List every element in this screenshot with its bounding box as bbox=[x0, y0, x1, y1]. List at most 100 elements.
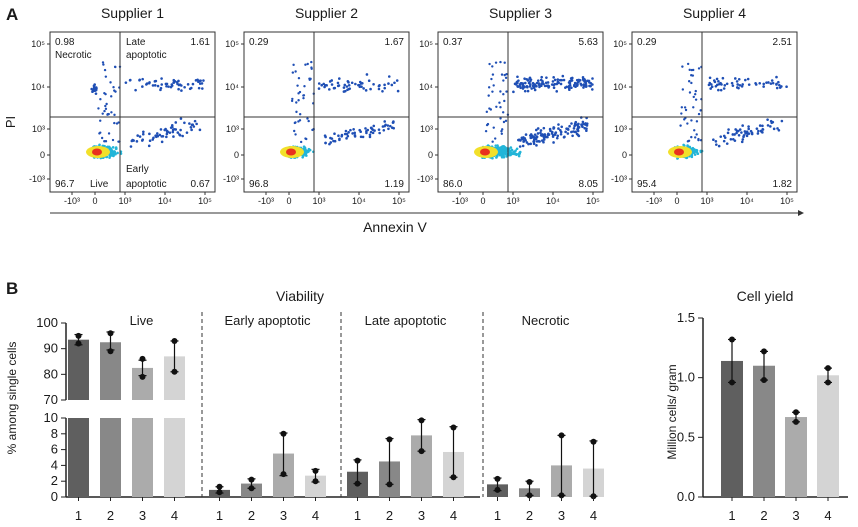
event-dot bbox=[551, 80, 555, 83]
event-dot bbox=[358, 85, 362, 89]
event-dot bbox=[107, 112, 110, 116]
event-dot bbox=[179, 128, 182, 132]
event-dot bbox=[395, 79, 399, 82]
data-point bbox=[494, 475, 501, 482]
event-dot bbox=[581, 78, 585, 81]
event-dot bbox=[138, 78, 142, 82]
event-dot bbox=[104, 92, 107, 96]
event-dot bbox=[307, 119, 310, 123]
event-dot bbox=[694, 89, 697, 93]
quadrant-ll-value: 86.0 bbox=[443, 179, 463, 190]
event-dot bbox=[299, 140, 303, 144]
bar bbox=[817, 375, 839, 497]
x-tick-label: 0 bbox=[92, 196, 97, 206]
x-tick-label: 3 bbox=[558, 508, 565, 523]
y-tick-label: 80 bbox=[44, 366, 58, 381]
event-dot bbox=[540, 75, 544, 79]
event-dot bbox=[297, 120, 300, 123]
y-tick-label: 1.5 bbox=[677, 310, 695, 325]
event-dot bbox=[330, 137, 334, 140]
event-dot bbox=[113, 150, 116, 153]
event-dot bbox=[110, 154, 114, 157]
event-dot bbox=[109, 81, 112, 84]
event-dot bbox=[745, 134, 749, 138]
event-dot bbox=[198, 128, 202, 132]
event-dot bbox=[353, 135, 357, 138]
event-dot bbox=[769, 125, 772, 128]
event-dot bbox=[484, 129, 488, 133]
group-title: Live bbox=[130, 313, 154, 328]
event-dot bbox=[369, 130, 373, 134]
event-dot bbox=[298, 90, 302, 94]
event-dot bbox=[499, 151, 502, 155]
event-dot bbox=[202, 79, 205, 82]
x-tick-label: 3 bbox=[792, 508, 799, 523]
data-point bbox=[312, 478, 319, 485]
x-tick-label: 1 bbox=[354, 508, 361, 523]
quadrant-lr-value: 0.67 bbox=[191, 179, 211, 190]
event-dot bbox=[503, 73, 506, 77]
annexin-arrow-head bbox=[798, 210, 804, 216]
event-dot bbox=[159, 88, 162, 92]
x-tick-label: 4 bbox=[171, 508, 178, 523]
event-dot bbox=[776, 127, 779, 130]
event-dot bbox=[583, 126, 586, 130]
data-point bbox=[386, 481, 393, 488]
quadrant-ul-value: 0.29 bbox=[249, 37, 269, 48]
event-dot bbox=[135, 140, 139, 143]
x-tick-label: 10³ bbox=[118, 196, 131, 206]
event-dot bbox=[681, 65, 684, 68]
supplier-title: Supplier 2 bbox=[295, 5, 358, 21]
event-dot bbox=[591, 88, 594, 91]
event-dot bbox=[99, 98, 102, 101]
event-dot bbox=[522, 139, 526, 143]
event-dot bbox=[557, 81, 560, 85]
x-tick-label: 10³ bbox=[506, 196, 519, 206]
event-dot bbox=[690, 81, 693, 85]
event-dot bbox=[387, 82, 390, 85]
event-dot bbox=[103, 109, 106, 113]
event-dot bbox=[772, 127, 776, 131]
event-dot bbox=[396, 89, 400, 93]
event-dot bbox=[552, 141, 555, 144]
x-tick-label: 10⁵ bbox=[586, 196, 600, 206]
event-dot bbox=[103, 144, 106, 148]
event-dot bbox=[161, 134, 165, 138]
event-dot bbox=[129, 145, 133, 148]
event-dot bbox=[692, 95, 695, 99]
group-necrotic: Necrotic 1 2 3 4 bbox=[487, 313, 604, 523]
event-dot bbox=[496, 146, 500, 149]
event-dot bbox=[541, 81, 544, 85]
event-dot bbox=[530, 136, 533, 140]
y-tick-label: -10³ bbox=[223, 174, 239, 184]
event-dot bbox=[111, 146, 115, 149]
event-dot bbox=[585, 129, 588, 133]
event-dot bbox=[566, 132, 570, 135]
event-dot bbox=[104, 104, 107, 108]
quadrant-ll-value: 96.8 bbox=[249, 179, 269, 190]
event-dot bbox=[310, 67, 313, 71]
data-point bbox=[729, 379, 735, 386]
density-core bbox=[286, 148, 296, 156]
event-dot bbox=[116, 151, 119, 155]
event-dot bbox=[523, 77, 526, 80]
event-dot bbox=[499, 153, 503, 157]
event-dot bbox=[346, 134, 350, 138]
event-dot bbox=[368, 135, 372, 139]
x-tick-label: 2 bbox=[526, 508, 533, 523]
data-point bbox=[312, 467, 319, 474]
data-point bbox=[558, 432, 565, 439]
event-dot bbox=[731, 84, 735, 87]
event-dot bbox=[544, 135, 548, 139]
event-dot bbox=[392, 120, 395, 123]
event-dot bbox=[524, 81, 527, 85]
bar-lower-fill bbox=[164, 418, 185, 497]
event-dot bbox=[171, 130, 175, 134]
event-dot bbox=[166, 130, 170, 134]
event-dot bbox=[743, 130, 747, 133]
event-dot bbox=[741, 124, 744, 127]
event-dot bbox=[693, 93, 697, 96]
event-dot bbox=[722, 87, 726, 90]
cytometry-plot-3: Supplier 3 0.37 5.63 86.0 8.05 10⁵ 10⁴ 10³ 0 -10³… bbox=[417, 5, 604, 206]
